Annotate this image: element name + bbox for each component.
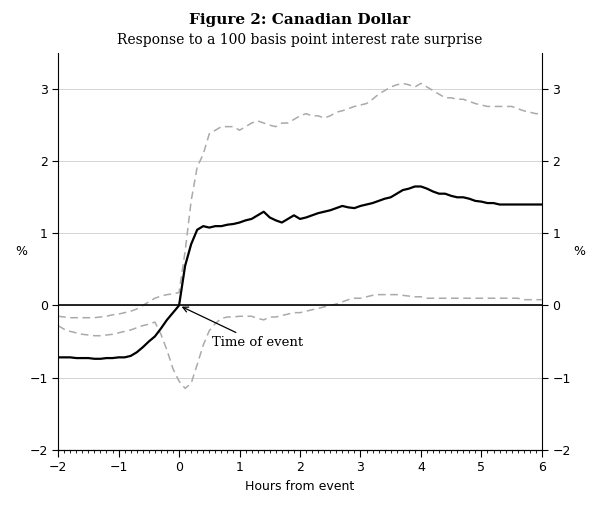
X-axis label: Hours from event: Hours from event xyxy=(245,480,355,493)
Text: Time of event: Time of event xyxy=(183,307,304,350)
Text: Figure 2: Canadian Dollar: Figure 2: Canadian Dollar xyxy=(190,13,410,27)
Y-axis label: %: % xyxy=(573,245,585,258)
Text: Response to a 100 basis point interest rate surprise: Response to a 100 basis point interest r… xyxy=(118,33,482,47)
Y-axis label: %: % xyxy=(15,245,27,258)
